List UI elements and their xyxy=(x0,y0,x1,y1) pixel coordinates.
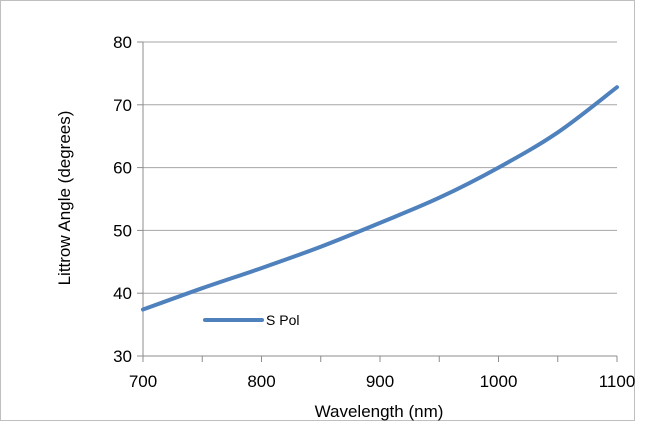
axes xyxy=(137,41,618,362)
data-point-s-pol xyxy=(438,196,441,199)
y-tick-label: 30 xyxy=(113,347,132,366)
gridlines xyxy=(143,41,617,294)
tick-labels: 30 40 50 60 70 80 700 800 900 1000 1100 xyxy=(113,33,635,391)
data-point-s-pol xyxy=(615,86,619,89)
data-point-s-pol xyxy=(556,131,559,134)
y-tick-label: 50 xyxy=(113,221,132,240)
y-tick-label: 70 xyxy=(113,96,132,115)
chart-border xyxy=(0,0,635,421)
x-tick-label: 1000 xyxy=(480,372,518,391)
legend-label-s-pol: S Pol xyxy=(266,312,299,328)
y-axis-label: Littrow Angle (degrees) xyxy=(55,111,74,286)
data-point-s-pol xyxy=(141,308,145,311)
series xyxy=(141,85,619,312)
x-tick-label: 1100 xyxy=(599,372,636,391)
y-tick-label: 60 xyxy=(113,159,132,178)
x-tick-label: 800 xyxy=(247,372,275,391)
y-tick-label: 40 xyxy=(113,284,132,303)
x-tick-label: 700 xyxy=(129,372,157,391)
data-point-s-pol xyxy=(260,266,263,270)
data-point-s-pol xyxy=(201,286,204,290)
series-line-s-pol xyxy=(141,85,619,312)
legend: S Pol xyxy=(203,312,299,328)
y-tick-label: 80 xyxy=(113,33,132,52)
data-point-s-pol xyxy=(497,166,500,169)
x-axis-label: Wavelength (nm) xyxy=(315,402,444,421)
data-point-s-pol xyxy=(319,245,322,248)
data-point-s-pol xyxy=(378,221,382,225)
x-tick-label: 900 xyxy=(366,372,394,391)
